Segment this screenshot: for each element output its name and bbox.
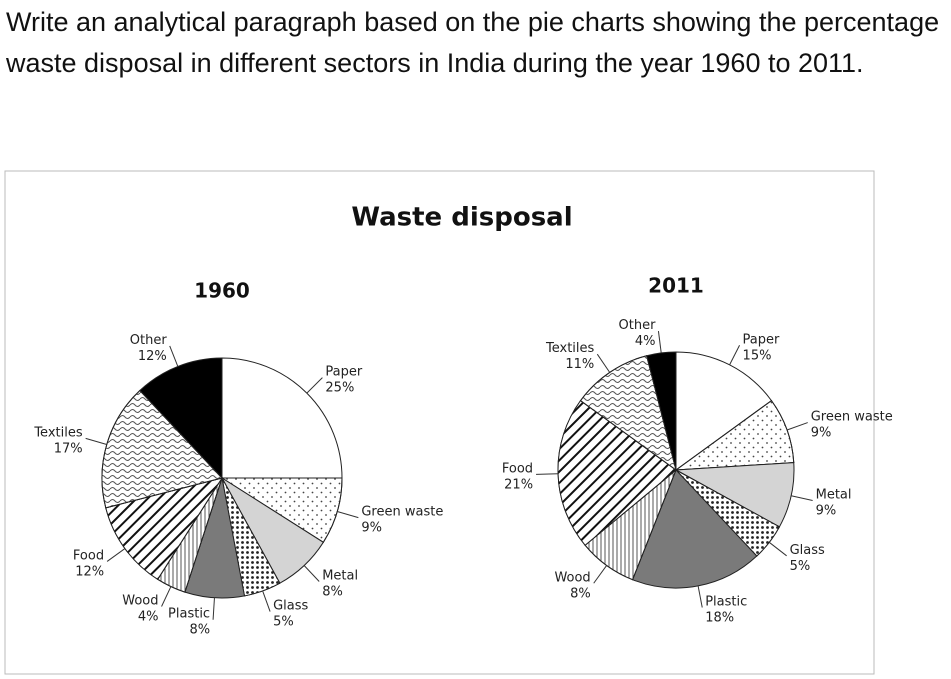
slice-label: Other (619, 318, 657, 333)
slice-value-label: 17% (54, 441, 83, 456)
slice-label: Other (130, 333, 168, 348)
slice-value-label: 9% (816, 504, 837, 519)
slice-label: Metal (322, 569, 358, 584)
leader-line (306, 377, 323, 394)
slice-label: Metal (816, 488, 852, 503)
slice-label: Plastic (705, 595, 747, 610)
leader-line (786, 422, 808, 431)
slice-label: Wood (554, 570, 590, 585)
leader-line (791, 495, 813, 502)
slice-value-label: 4% (138, 609, 159, 624)
slice-value-label: 12% (138, 349, 167, 364)
leader-line (697, 585, 703, 608)
pie-wedge (631, 469, 758, 589)
pie-title: 1960 (194, 279, 250, 303)
slice-value-label: 5% (790, 559, 811, 574)
pie-title: 2011 (648, 274, 704, 298)
slice-value-label: 12% (75, 564, 104, 579)
leader-line (169, 345, 179, 367)
leader-line (337, 510, 359, 519)
leader-line (729, 345, 741, 366)
leader-line (85, 437, 107, 446)
slice-value-label: 11% (565, 357, 594, 372)
leader-line (106, 548, 126, 562)
slice-value-label: 9% (361, 521, 382, 536)
leader-line (212, 597, 215, 620)
wedge-pattern (101, 389, 223, 509)
slice-value-label: 21% (504, 477, 533, 492)
slice-label: Paper (743, 332, 780, 347)
slice-value-label: 8% (570, 586, 591, 601)
slice-label: Paper (325, 365, 362, 380)
pie-wedge (221, 357, 343, 479)
slice-value-label: 4% (635, 334, 656, 349)
slice-value-label: 18% (705, 611, 734, 626)
slice-label: Glass (273, 599, 308, 614)
slice-label: Wood (122, 593, 158, 608)
slice-label: Food (502, 461, 533, 476)
slice-value-label: 25% (325, 381, 354, 396)
slice-label: Green waste (361, 505, 443, 520)
slice-label: Food (73, 548, 104, 563)
leader-line (303, 565, 320, 582)
question: Write an analytical paragraph based on t… (6, 7, 940, 78)
slice-value-label: 8% (189, 623, 210, 638)
leader-line (657, 331, 662, 353)
slice-label: Textiles (545, 341, 595, 356)
leader-line (768, 541, 787, 557)
slice-value-label: 9% (811, 426, 832, 441)
slice-value-label: 5% (273, 615, 294, 630)
slice-value-label: 15% (743, 348, 772, 363)
leader-line (262, 590, 271, 612)
leader-line (593, 565, 608, 584)
leader-line (536, 473, 559, 475)
leader-line (161, 586, 172, 607)
slice-label: Green waste (811, 410, 893, 425)
slice-label: Plastic (168, 607, 210, 622)
slice-label: Glass (790, 543, 825, 558)
figure-title: Waste disposal (351, 203, 572, 233)
wedge-pattern (105, 477, 224, 581)
slice-label: Textiles (33, 425, 83, 440)
leader-line (596, 353, 611, 373)
slice-value-label: 8% (322, 585, 343, 600)
pie-wedge (675, 351, 773, 471)
